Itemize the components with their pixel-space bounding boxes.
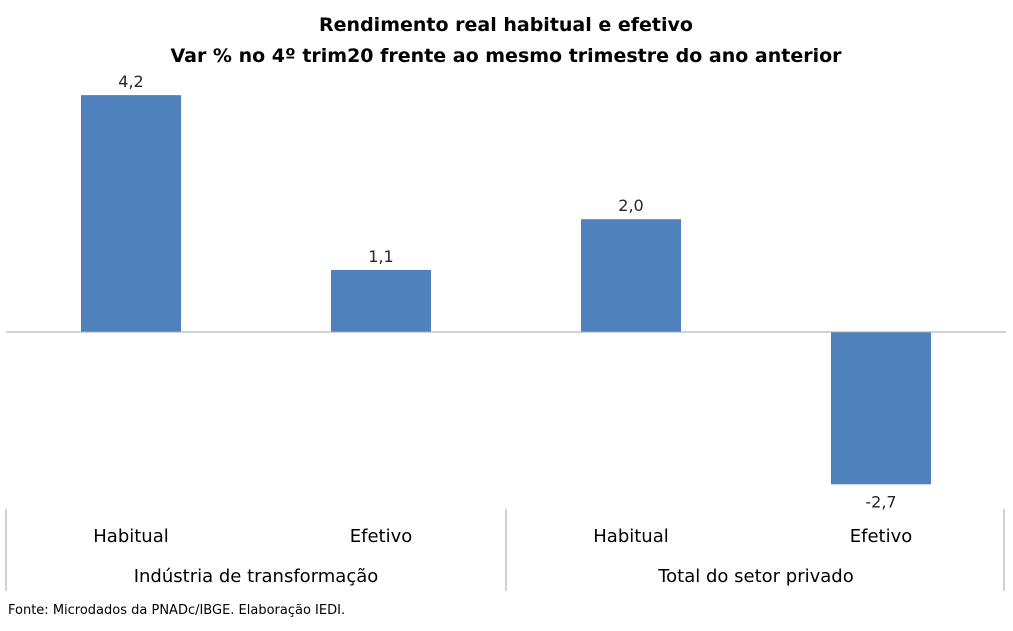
data-label-4: -2,7 (865, 492, 896, 511)
category-label-1: Habitual (93, 526, 169, 547)
data-label-3: 2,0 (618, 196, 643, 215)
category-label-3: Habitual (593, 526, 669, 547)
bar-3 (581, 219, 681, 332)
data-label-2: 1,1 (368, 247, 393, 266)
bar-chart: Rendimento real habitual e efetivo Var %… (5, 14, 1006, 591)
bar-1 (81, 95, 181, 333)
bar-2 (331, 269, 431, 332)
source-note: Fonte: Microdados da PNADc/IBGE. Elabora… (8, 603, 346, 618)
chart-subtitle: Var % no 4º trim20 frente ao mesmo trime… (170, 45, 842, 67)
category-label-2: Efetivo (350, 526, 413, 547)
data-label-1: 4,2 (118, 72, 143, 91)
bars-layer: 4,2 1,1 2,0 -2,7 (81, 72, 931, 511)
category-axis: Habitual Efetivo Habitual Efetivo Indústria … (5, 509, 1005, 591)
category-label-4: Efetivo (850, 526, 913, 547)
chart-title: Rendimento real habitual e efetivo (319, 14, 693, 36)
group-label-2: Total do setor privado (657, 566, 854, 587)
group-label-1: Indústria de transformação (134, 566, 379, 587)
bar-4 (831, 332, 931, 485)
